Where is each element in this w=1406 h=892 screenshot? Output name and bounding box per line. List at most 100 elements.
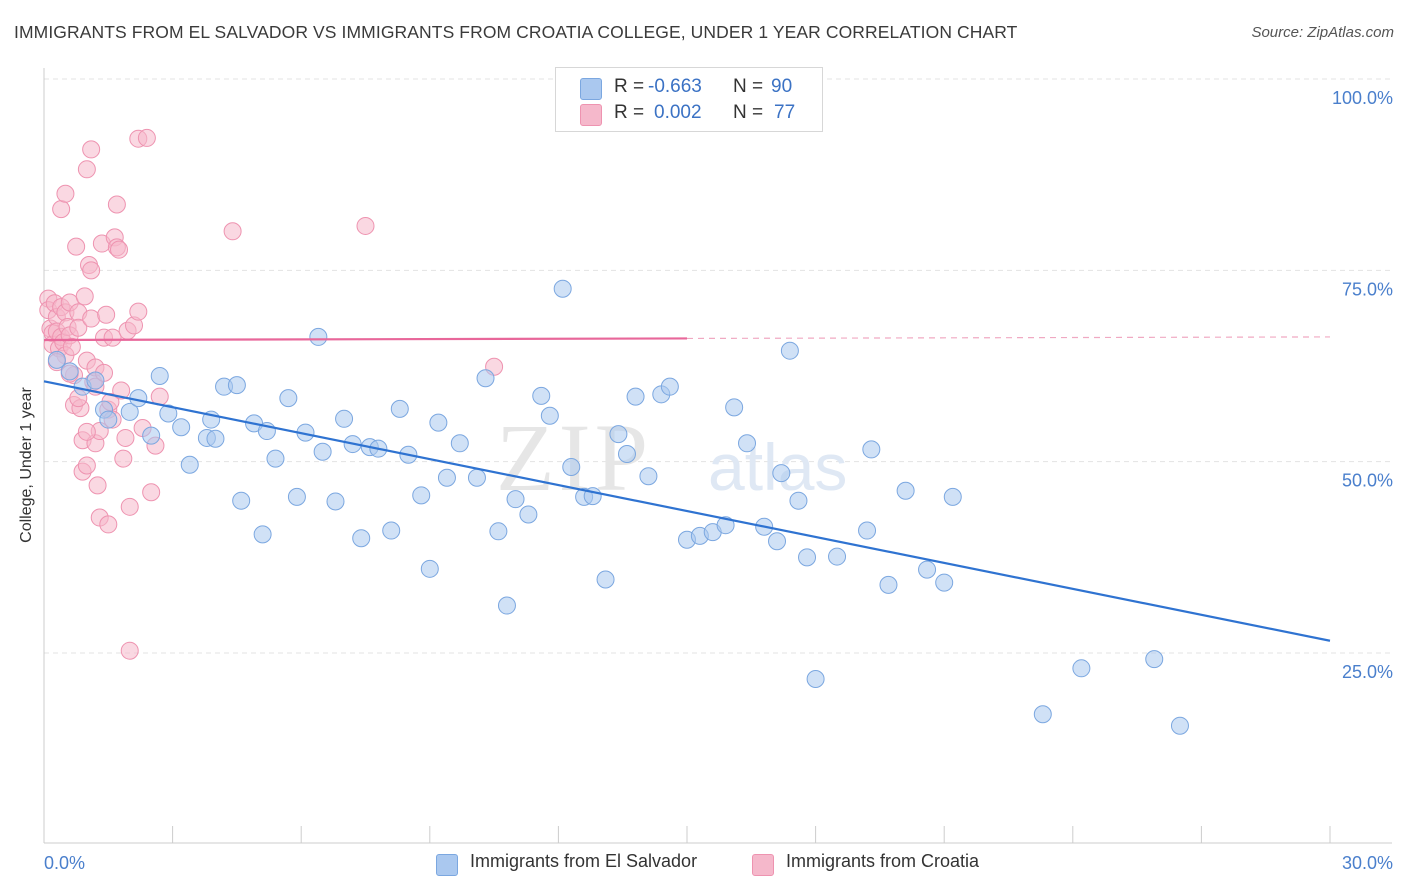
trend-line-croatia — [43, 337, 688, 342]
point-el-salvador — [935, 573, 954, 592]
legend-swatch-pink — [580, 104, 602, 126]
n-value: 77 — [774, 102, 796, 123]
point-croatia — [62, 337, 81, 356]
point-el-salvador — [352, 529, 371, 548]
point-el-salvador — [1145, 650, 1164, 669]
point-el-salvador — [1170, 716, 1189, 735]
point-el-salvador — [476, 369, 495, 388]
trend-line-croatia-extension — [686, 336, 1331, 340]
point-el-salvador — [780, 341, 799, 360]
r-value: 0.002 — [654, 102, 702, 123]
point-el-salvador — [287, 487, 306, 506]
point-el-salvador — [420, 559, 439, 578]
point-el-salvador — [172, 418, 191, 437]
r-label: R = — [614, 76, 645, 97]
point-el-salvador — [626, 387, 645, 406]
point-el-salvador — [232, 491, 251, 510]
point-el-salvador — [943, 487, 962, 506]
point-el-salvador — [326, 492, 345, 511]
point-el-salvador — [390, 399, 409, 418]
point-el-salvador — [180, 455, 199, 474]
axes — [43, 68, 1392, 844]
y-tick-label: 25.0% — [1342, 662, 1393, 682]
point-el-salvador — [266, 449, 285, 468]
point-el-salvador — [639, 467, 658, 486]
point-el-salvador — [828, 547, 847, 566]
trend-lines — [43, 336, 1331, 642]
point-el-salvador — [467, 468, 486, 487]
y-tick-label: 100.0% — [1332, 88, 1393, 108]
point-el-salvador — [772, 464, 791, 483]
source-credit: Source: ZipAtlas.com — [1251, 24, 1394, 41]
point-croatia — [120, 497, 139, 516]
point-el-salvador — [142, 426, 161, 445]
point-el-salvador — [768, 532, 787, 551]
point-el-salvador — [738, 434, 757, 453]
point-el-salvador — [313, 442, 332, 461]
point-croatia — [129, 302, 148, 321]
point-el-salvador — [562, 458, 581, 477]
point-el-salvador — [47, 350, 66, 369]
point-el-salvador — [789, 491, 808, 510]
point-croatia — [112, 381, 131, 400]
legend-swatch-blue — [580, 78, 602, 100]
point-el-salvador — [450, 434, 469, 453]
point-el-salvador — [862, 440, 881, 459]
point-croatia — [99, 515, 118, 534]
point-el-salvador — [335, 409, 354, 428]
point-el-salvador — [806, 670, 825, 689]
point-croatia — [82, 140, 101, 159]
point-el-salvador — [879, 575, 898, 594]
point-croatia — [77, 160, 96, 179]
point-croatia — [56, 184, 75, 203]
y-tick-label: 50.0% — [1342, 471, 1393, 491]
point-el-salvador — [1033, 705, 1052, 724]
point-croatia — [116, 428, 135, 447]
legend-label: Immigrants from Croatia — [786, 851, 980, 871]
point-el-salvador — [86, 371, 105, 390]
point-el-salvador — [159, 404, 178, 423]
point-croatia — [82, 261, 101, 280]
point-el-salvador — [309, 327, 328, 346]
point-el-salvador — [540, 406, 559, 425]
point-el-salvador — [150, 366, 169, 385]
point-el-salvador — [489, 522, 508, 541]
point-el-salvador — [716, 516, 735, 535]
r-value: -0.663 — [648, 76, 702, 97]
point-el-salvador — [497, 596, 516, 615]
trend-line-el-salvador — [43, 380, 1331, 642]
point-croatia — [137, 128, 156, 147]
point-el-salvador — [429, 413, 448, 432]
point-el-salvador — [596, 570, 615, 589]
point-el-salvador — [437, 468, 456, 487]
n-label: N = — [733, 76, 764, 97]
point-croatia — [97, 305, 116, 324]
point-croatia — [52, 200, 71, 219]
point-el-salvador — [1072, 659, 1091, 678]
point-croatia — [142, 483, 161, 502]
point-croatia — [75, 287, 94, 306]
point-el-salvador — [798, 548, 817, 567]
point-el-salvador — [617, 445, 636, 464]
point-croatia — [107, 195, 126, 214]
point-croatia — [223, 222, 242, 241]
point-el-salvador — [382, 521, 401, 540]
point-croatia — [110, 240, 129, 259]
x-tick-label: 0.0% — [44, 853, 85, 873]
point-el-salvador — [660, 377, 679, 396]
x-tick-label: 30.0% — [1342, 853, 1393, 873]
point-el-salvador — [120, 402, 139, 421]
y-tick-label: 75.0% — [1342, 279, 1393, 299]
correlation-legend: R = -0.663 N = 90 R = 0.002 N = 77 — [555, 67, 823, 132]
point-el-salvador — [532, 386, 551, 405]
point-el-salvador — [99, 410, 118, 429]
point-el-salvador — [918, 560, 937, 579]
point-el-salvador — [227, 376, 246, 395]
point-el-salvador — [896, 481, 915, 500]
point-el-salvador — [412, 486, 431, 505]
tick-labels: 25.0% 50.0% 75.0% 100.0% 0.0% 30.0% — [44, 88, 1393, 873]
point-croatia — [88, 476, 107, 495]
legend-swatch-pink — [752, 854, 774, 876]
point-croatia — [77, 456, 96, 475]
